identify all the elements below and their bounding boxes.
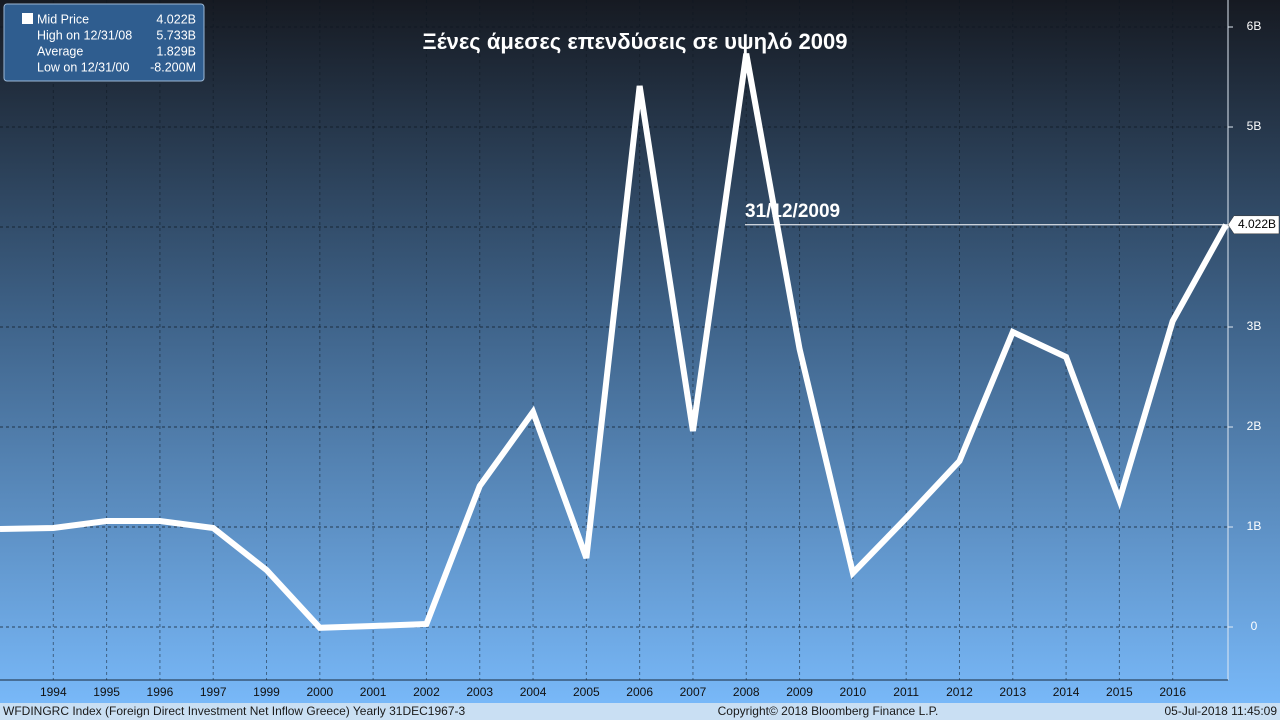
background [0, 0, 1280, 703]
legend-value: -8.200M [150, 60, 196, 74]
x-tick-label: 1997 [200, 685, 227, 699]
legend: Mid Price 4.022B High on 12/31/08 5.733B… [3, 3, 205, 82]
x-tick-label: 2004 [520, 685, 547, 699]
legend-value: 4.022B [156, 12, 196, 26]
x-tick-label: 2014 [1053, 685, 1080, 699]
grid: 01B2B3B4B5B6B199419951996199719992000200… [0, 0, 1262, 700]
last-price-label: 4.022B [1238, 217, 1276, 231]
last-price-tag [1227, 215, 1280, 235]
x-tick-label: 2001 [360, 685, 387, 699]
legend-swatch [22, 13, 33, 24]
x-tick-label: 2000 [306, 685, 333, 699]
line-series [0, 53, 1229, 631]
legend-value: 1.829B [156, 44, 196, 58]
legend-label: Average [37, 44, 83, 58]
plot: 4.022B [0, 53, 1280, 631]
x-tick-label: 2015 [1106, 685, 1133, 699]
x-tick-label: 2005 [573, 685, 600, 699]
x-tick-label: 2012 [946, 685, 973, 699]
annotation: 31/12/2009 [745, 201, 840, 222]
x-tick-label: 2013 [999, 685, 1026, 699]
x-tick-label: 2010 [840, 685, 867, 699]
y-tick-label: 2B [1247, 419, 1262, 433]
x-tick-label: 2007 [680, 685, 707, 699]
footer-right: 05-Jul-2018 11:45:09 [1164, 704, 1277, 718]
legend-value: 5.733B [156, 28, 196, 42]
x-tick-label: 2006 [626, 685, 653, 699]
x-tick-label: 2002 [413, 685, 440, 699]
footer-bar [0, 703, 1280, 720]
footer-center: Copyright© 2018 Bloomberg Finance L.P. [718, 704, 939, 718]
y-tick-label: 1B [1247, 519, 1262, 533]
x-tick-label: 1996 [147, 685, 174, 699]
y-tick-label: 5B [1247, 119, 1262, 133]
x-tick-label: 2016 [1159, 685, 1186, 699]
legend-label: Low on 12/31/00 [37, 60, 129, 74]
x-tick-label: 2009 [786, 685, 813, 699]
legend-label: High on 12/31/08 [37, 28, 132, 42]
x-tick-label: 2003 [466, 685, 493, 699]
x-tick-label: 1994 [40, 685, 67, 699]
y-tick-label: 3B [1247, 319, 1262, 333]
x-tick-label: 2008 [733, 685, 760, 699]
y-tick-label: 0 [1251, 619, 1258, 633]
legend-label: Mid Price [37, 12, 89, 26]
x-tick-label: 1995 [93, 685, 120, 699]
x-tick-label: 2011 [893, 685, 919, 699]
legend-box [3, 3, 205, 82]
y-tick-label: 6B [1247, 19, 1262, 33]
chart-title: Ξένες άμεσες επενδύσεις σε υψηλό 2009 [423, 29, 848, 54]
x-tick-label: 1999 [253, 685, 280, 699]
footer-left: WFDINGRC Index (Foreign Direct Investmen… [3, 704, 466, 718]
